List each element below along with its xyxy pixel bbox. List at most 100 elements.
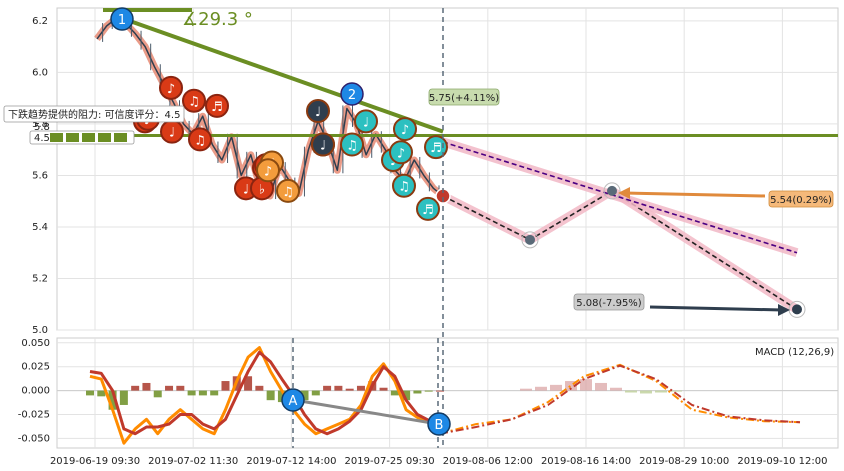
resistance-tooltip: 下跌趋势提供的阻力: 可信度评分：4.5 5.8 4.5	[3, 105, 185, 145]
macd-y-tick: 0.050	[21, 338, 50, 349]
note-teal-glyph: ♩	[363, 115, 369, 130]
macd-proj-bar	[655, 390, 667, 393]
arrow-mid	[623, 191, 766, 198]
macd-hist-bar	[198, 390, 207, 396]
price-y-axis: 5.0 5.2 5.4 5.6 5.8 6.0 6.2	[32, 16, 48, 336]
signal-proj-line	[439, 364, 801, 435]
svg-text:1: 1	[118, 13, 126, 28]
x-tick-label: 2019-08-06 12:00	[443, 456, 533, 467]
note-red-glyph: ♪	[167, 82, 175, 97]
x-tick-label: 2019-07-25 09:30	[345, 456, 435, 467]
note-red-marker	[188, 127, 212, 152]
note-dark-glyph: ♩	[315, 105, 321, 120]
trend-lines	[57, 13, 838, 138]
macd-hist-bar	[323, 385, 332, 391]
label-up: 5.75(+4.11%)	[428, 88, 500, 106]
macd-hist-bar	[390, 390, 399, 396]
macd-proj-bar	[565, 381, 577, 391]
projection-ring	[603, 182, 621, 200]
note-teal-glyph: ♪	[397, 146, 405, 161]
x-axis: 2019-06-19 09:30 2019-07-02 11:30 2019-07-…	[50, 456, 828, 467]
projection-ring	[521, 231, 539, 249]
note-orange-glyph: ♪	[264, 164, 272, 179]
macd-y-tick: 0.025	[21, 362, 50, 373]
macd-hist-bar	[379, 387, 388, 391]
note-teal-glyph: ♫	[346, 139, 358, 154]
x-tick-label: 2019-07-12 14:00	[246, 456, 336, 467]
ab-connector	[293, 398, 439, 426]
macd-hist-bar	[142, 382, 151, 391]
arrow-low	[649, 305, 783, 312]
note-teal-marker	[389, 140, 413, 165]
macd-hist-bar	[345, 388, 354, 391]
macd-hist-bar	[187, 390, 196, 396]
macd-y-axis: -0.050 -0.025 0.000 0.025 0.050	[18, 338, 50, 445]
note-teal-marker	[340, 132, 364, 157]
note-teal-glyph: ♩	[390, 154, 396, 169]
macd-y-tick: -0.050	[18, 433, 50, 444]
upper-band-line	[442, 141, 798, 254]
macd-hist-bar	[311, 390, 320, 396]
note-red-glyph: ♩	[169, 126, 175, 141]
note-dark-marker	[311, 132, 335, 157]
macd-hist-bar	[153, 390, 162, 398]
projection-line	[442, 189, 798, 311]
note-orange-marker	[256, 158, 280, 183]
x-tick-label: 2019-07-02 11:30	[148, 456, 238, 467]
macd-hist-bar	[436, 390, 444, 392]
svg-text:5.08(-7.95%): 5.08(-7.95%)	[576, 298, 642, 309]
svg-text:5.75(+4.11%): 5.75(+4.11%)	[429, 93, 499, 104]
projection-point	[607, 185, 617, 196]
price-y-tick: 5.4	[32, 222, 48, 233]
projection-point	[792, 304, 802, 315]
note-teal-glyph: ♬	[422, 203, 434, 218]
note-red-glyph: ♭	[259, 182, 265, 197]
note-red-glyph: ♬	[211, 100, 223, 115]
note-teal-glyph: ♬	[430, 141, 442, 156]
angle-label: ∡29.3 °	[182, 9, 253, 30]
macd-proj-bar	[640, 390, 652, 394]
marker-b-badge: B	[427, 412, 451, 436]
note-teal-glyph: ♫	[398, 180, 410, 195]
note-red-glyph: ♫	[194, 133, 206, 148]
note-markers: ♪♪♫♬♩♪♫♩♬♭♪♩♪♫♩♪♫♬♩♪♫♬♩♩♩	[133, 75, 448, 221]
arrow-mid-head	[618, 187, 630, 199]
macd-hist-bar	[108, 390, 117, 410]
macd-hist-bar	[176, 385, 185, 391]
note-teal-marker	[392, 173, 416, 198]
note-red-glyph: ♩	[243, 182, 249, 197]
note-teal-glyph: ♪	[401, 123, 409, 138]
note-red-marker	[205, 93, 229, 118]
macd-proj-bar	[535, 386, 547, 391]
macd-proj-bar	[625, 390, 637, 393]
label-low: 5.08(-7.95%)	[573, 293, 645, 311]
price-y-tick: 5.2	[32, 273, 48, 284]
macd-hist-bar	[266, 390, 275, 401]
macd-proj-bar	[550, 384, 562, 391]
macd-hist-bar	[413, 390, 422, 394]
macd-hist-bar	[119, 390, 128, 405]
svg-text:A: A	[289, 394, 298, 409]
svg-text:5.8: 5.8	[34, 122, 50, 133]
macd-y-tick: 0.000	[21, 386, 50, 397]
x-tick-label: 2019-08-16 14:00	[541, 456, 631, 467]
price-y-tick: 5.0	[32, 325, 48, 336]
note-red-marker	[182, 88, 206, 113]
macd-title: MACD (12,26,9)	[755, 347, 834, 358]
macd-hist-bar	[221, 381, 230, 391]
macd-hist-bar	[255, 385, 264, 391]
price-y-tick: 6.2	[32, 16, 48, 27]
label-mid: 5.54(0.29%)	[768, 190, 834, 208]
macd-hist-bar	[97, 390, 106, 397]
svg-text:下跌趋势提供的阻力: 可信度评分：4.5: 下跌趋势提供的阻力: 可信度评分：4.5	[8, 108, 180, 121]
svg-text:B: B	[435, 418, 444, 433]
note-red-glyph: ♫	[188, 95, 200, 110]
marker-1-badge: 1	[110, 7, 134, 31]
marker-a-badge: A	[281, 388, 305, 412]
note-red-marker	[159, 75, 183, 100]
macd-hist-bar	[131, 385, 140, 391]
macd-hist-bar	[356, 385, 365, 391]
macd-hist-bar	[300, 390, 309, 401]
descending-resistance	[114, 13, 444, 134]
